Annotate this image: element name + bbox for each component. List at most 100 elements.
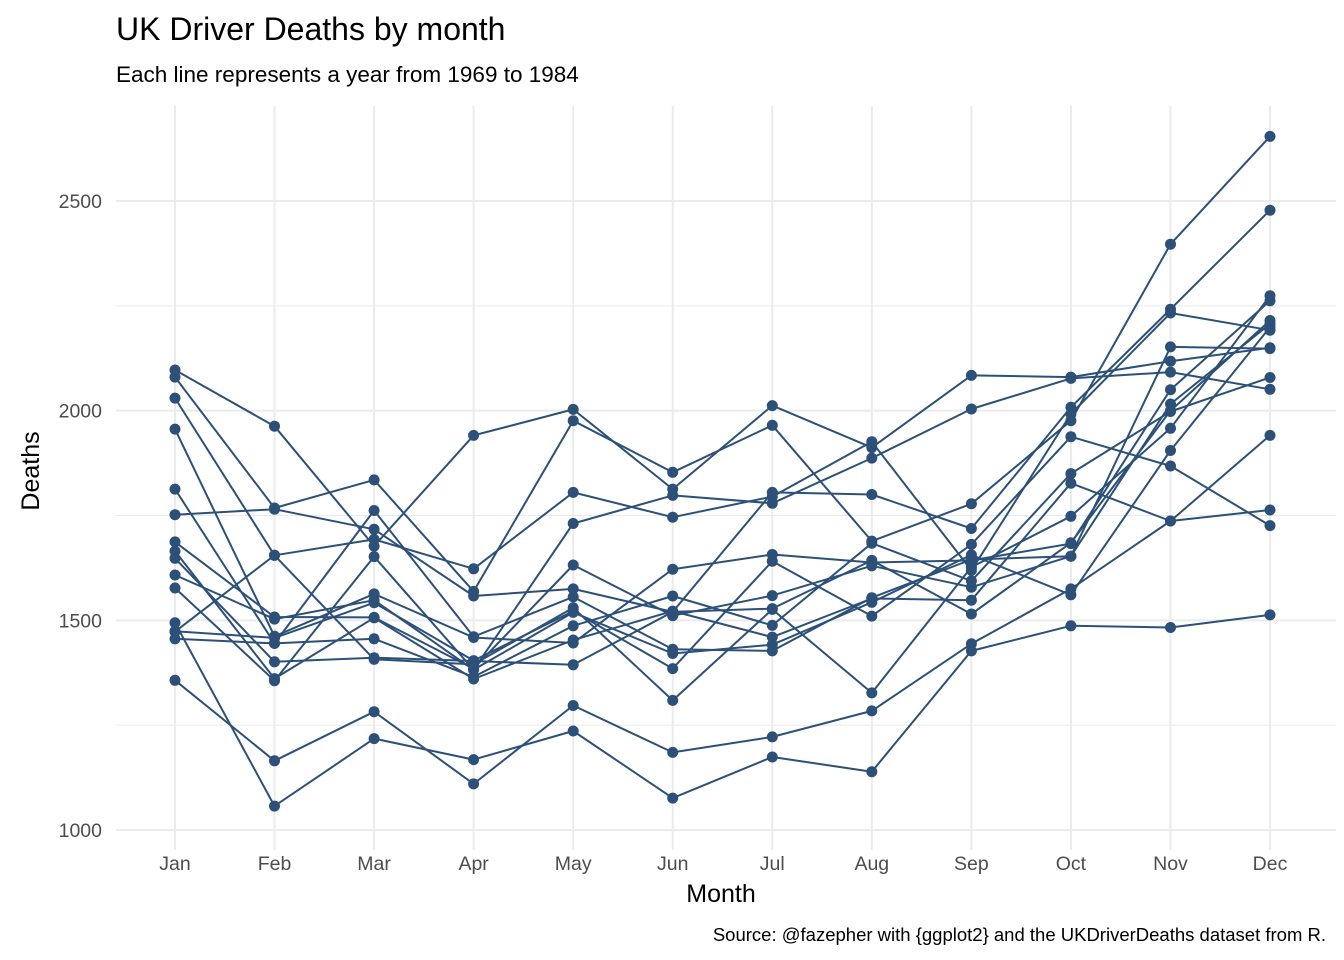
data-point (169, 364, 181, 376)
data-point (667, 746, 679, 758)
data-point (866, 537, 878, 549)
series-line (174, 323, 1271, 652)
data-point (1065, 431, 1077, 443)
data-point (667, 663, 679, 675)
data-point (368, 474, 380, 486)
x-tick-label: Jan (159, 853, 190, 875)
data-point (169, 617, 181, 629)
data-point (468, 778, 480, 790)
data-point (1065, 583, 1077, 595)
data-point (766, 419, 778, 431)
data-point (965, 575, 977, 587)
data-point (567, 518, 579, 529)
data-point (368, 733, 380, 745)
series-line (174, 613, 1271, 808)
data-point (169, 633, 181, 645)
data-point (368, 523, 380, 535)
data-point (766, 497, 778, 509)
data-point (468, 754, 480, 766)
data-point (1264, 504, 1276, 516)
data-point (1165, 460, 1176, 472)
series-points (169, 130, 1276, 812)
data-point (368, 652, 380, 664)
data-point (368, 540, 380, 552)
x-axis-title: Month (686, 880, 755, 908)
data-point (269, 673, 280, 685)
data-point (965, 608, 977, 620)
data-point (766, 751, 778, 763)
data-point (1264, 295, 1276, 307)
data-point (169, 674, 181, 686)
x-tick-label: Jun (657, 853, 688, 875)
x-tick-label: May (555, 853, 592, 875)
data-point (866, 489, 878, 500)
x-tick-label: Feb (258, 853, 292, 875)
data-point (667, 466, 679, 478)
data-point (567, 591, 579, 603)
data-point (1165, 307, 1176, 319)
data-point (567, 659, 579, 671)
data-point (1264, 130, 1276, 142)
x-tick-label: Apr (458, 853, 489, 875)
data-point (1165, 238, 1176, 250)
data-point (269, 549, 280, 561)
data-point (766, 590, 778, 602)
data-point (368, 597, 380, 609)
data-point (1065, 477, 1077, 489)
data-point (866, 766, 878, 778)
y-tick-label: 2000 (59, 401, 103, 423)
data-point (567, 725, 579, 737)
data-point (269, 800, 280, 812)
data-point (667, 563, 679, 575)
y-tick-label: 2500 (59, 191, 103, 213)
data-point (766, 555, 778, 567)
data-point (1065, 372, 1077, 384)
data-point (1165, 515, 1176, 527)
data-point (667, 590, 679, 602)
data-point (468, 655, 480, 667)
data-point (567, 486, 579, 498)
data-point (1065, 468, 1077, 480)
series-line (174, 434, 1271, 680)
series-line (174, 300, 1271, 644)
data-point (368, 505, 380, 516)
data-point (667, 511, 679, 523)
series-line (174, 371, 1271, 671)
data-point (965, 498, 977, 510)
data-point (1065, 415, 1077, 427)
data-point (866, 610, 878, 622)
data-point (468, 585, 480, 597)
data-point (169, 582, 181, 594)
data-point (169, 545, 181, 557)
data-point (1264, 383, 1276, 395)
data-point (1165, 355, 1176, 367)
data-point (169, 423, 181, 435)
data-point (965, 369, 977, 381)
data-point (368, 551, 380, 563)
data-point (1165, 366, 1176, 378)
data-point (269, 502, 280, 514)
series-line (174, 376, 1271, 678)
data-point (368, 706, 380, 718)
x-tick-label: Oct (1056, 853, 1087, 875)
y-tick-label: 1000 (59, 820, 103, 842)
data-point (667, 792, 679, 804)
data-point (866, 557, 878, 568)
data-point (169, 509, 181, 521)
data-point (1264, 318, 1276, 330)
data-point (468, 671, 480, 683)
data-point (866, 705, 878, 717)
data-point (1065, 550, 1077, 562)
data-point (169, 392, 181, 404)
data-point (766, 645, 778, 657)
chart-title: UK Driver Deaths by month (116, 11, 505, 47)
data-point (866, 452, 878, 464)
data-point (1165, 422, 1176, 434)
data-point (169, 536, 181, 548)
chart-caption: Source: @fazepher with {ggplot2} and the… (713, 924, 1326, 945)
data-point (567, 415, 579, 427)
y-axis-ticks: 1000 1500 2000 2500 (59, 191, 103, 842)
data-point (965, 538, 977, 550)
data-point (766, 619, 778, 631)
